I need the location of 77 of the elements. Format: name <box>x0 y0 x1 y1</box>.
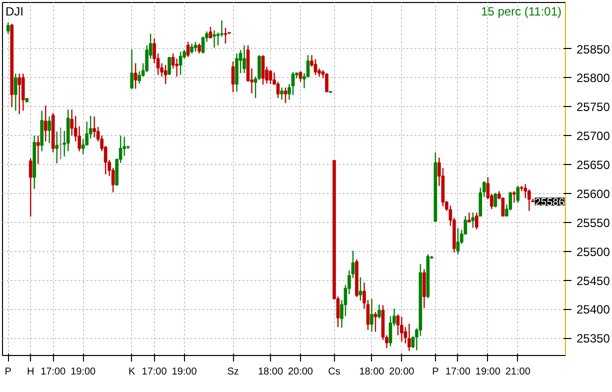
y-tick-label: 25450 <box>576 274 610 288</box>
candlestick <box>314 58 318 76</box>
candlestick <box>36 135 40 165</box>
candlestick <box>164 64 168 85</box>
candlestick <box>18 73 22 115</box>
candlestick <box>28 158 32 218</box>
candlestick <box>186 41 190 58</box>
x-tick-label: 20:00 <box>389 366 415 378</box>
candlestick <box>276 81 280 99</box>
x-tick-label: 18:00 <box>359 366 385 378</box>
candlestick <box>190 42 194 54</box>
candlestick <box>178 51 182 76</box>
candlestick <box>494 192 498 208</box>
x-tick-label: P <box>4 366 12 378</box>
x-tick-label: K <box>128 366 136 378</box>
candlestick <box>21 73 25 112</box>
candlestick <box>378 304 381 320</box>
y-tick-label: 25750 <box>576 100 610 114</box>
candlestick <box>55 130 59 164</box>
y-tick-label: 25850 <box>576 42 610 56</box>
candlestick <box>231 60 235 93</box>
y-tick-label: 25800 <box>576 71 610 86</box>
candlestick <box>291 71 295 96</box>
candlestick <box>48 116 52 144</box>
candlestick <box>242 44 246 74</box>
x-tick-label: 20:00 <box>288 366 314 378</box>
candlestick <box>224 27 228 44</box>
y-tick-label: 25700 <box>576 129 610 144</box>
candlestick <box>92 116 96 138</box>
x-tick-label: 19:00 <box>475 366 501 378</box>
candlestick <box>130 48 134 90</box>
candlestick <box>268 70 272 85</box>
y-tick-label: 25350 <box>576 332 610 346</box>
y-tick-label: 25550 <box>576 216 610 230</box>
x-tick-label: Cs <box>328 366 340 378</box>
candlestick <box>374 312 378 332</box>
y-tick-label: 25650 <box>576 158 610 172</box>
candlestick <box>284 86 288 104</box>
x-tick-label: 17:00 <box>142 366 168 378</box>
candlestick <box>198 42 201 54</box>
candlestick <box>134 62 138 90</box>
y-tick-label: 25400 <box>576 302 610 317</box>
candlestick <box>261 54 265 86</box>
candlestick <box>325 72 328 93</box>
candlestick <box>194 41 198 52</box>
candlestick <box>408 323 411 352</box>
candlestick <box>208 26 212 39</box>
x-tick-label: 19:00 <box>172 366 198 378</box>
y-tick-label: 25500 <box>576 244 610 259</box>
candlestick <box>422 268 426 309</box>
candlestick <box>168 56 171 76</box>
candlestick <box>370 298 374 332</box>
y-tick-label: 25600 <box>576 186 610 201</box>
candlestick <box>298 70 302 82</box>
x-tick-label: Sz <box>227 366 239 378</box>
chart-subtitle: 15 perc (11:01) <box>481 4 562 18</box>
text: 25586 <box>534 196 565 209</box>
candlestick <box>512 190 516 204</box>
chart-title: DJI <box>6 4 24 18</box>
candlestick <box>475 212 478 230</box>
x-tick-label: 17:00 <box>445 366 471 378</box>
candlestick <box>212 30 216 48</box>
x-tick-label: H <box>27 366 34 378</box>
x-tick-label: 18:00 <box>258 366 284 378</box>
candlestick <box>175 58 178 78</box>
candlestick <box>516 185 520 204</box>
x-tick-label: 19:00 <box>70 366 96 378</box>
candlestick <box>280 86 284 100</box>
x-tick-label: 21:00 <box>505 366 531 378</box>
candlestick <box>44 104 48 142</box>
candlestick <box>6 22 10 34</box>
x-tick-label: P <box>432 366 440 378</box>
candlestick <box>400 316 404 342</box>
candlestick <box>14 73 18 112</box>
candlestick <box>456 228 460 255</box>
x-tick-label: 17:00 <box>40 366 66 378</box>
candlestick <box>468 212 471 223</box>
